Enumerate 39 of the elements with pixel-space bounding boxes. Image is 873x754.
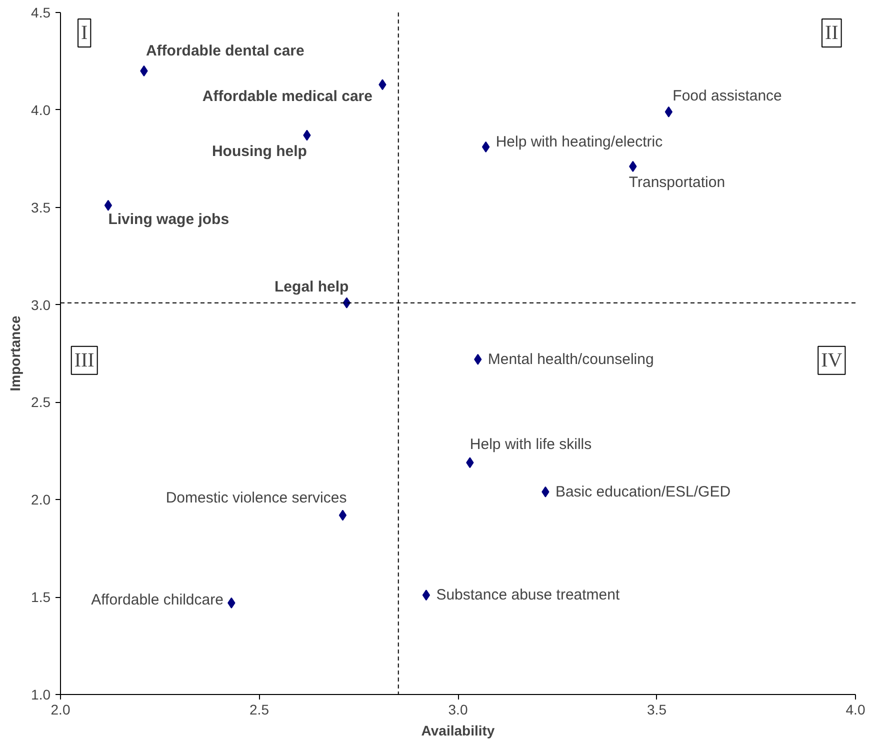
x-tick-label: 3.0 [448,702,468,718]
y-tick-label: 3.0 [31,296,51,313]
annotation: III [74,349,94,372]
point [422,590,430,601]
annotation: Legal help [274,278,349,296]
x-axis-title: Availability [421,722,495,738]
annotation: Living wage jobs [108,210,230,228]
annotation: Affordable dental care [146,42,304,60]
point [104,200,112,211]
x-tick-label: 3.5 [647,702,667,718]
annotation: Help with heating/electric [496,133,664,150]
annotation: Housing help [212,142,307,160]
y-tick-label: 3.5 [31,199,51,216]
annotation: IV [821,349,843,372]
x-tick-label: 4.0 [846,702,866,718]
point [482,141,490,152]
annotation: Mental health/counseling [488,350,654,368]
annotation: Affordable medical care [202,88,372,106]
annotation: Affordable childcare [91,591,224,608]
y-tick-label: 4.5 [31,4,51,20]
x-tick-label: 2.5 [250,702,270,718]
x-tick-label: 2.0 [50,702,70,718]
y-tick-label: 2.0 [31,492,51,508]
annotation: Substance abuse treatment [436,586,620,604]
point [342,297,351,308]
y-tick-label: 2.5 [31,394,51,410]
annotation: I [81,22,88,44]
annotation: II [824,22,838,44]
annotation: Help with life skills [470,436,592,454]
point [338,510,347,521]
y-axis-title: Importance [7,316,24,392]
annotation: Food assistance [672,87,782,104]
point [664,106,673,118]
y-tick-label: 1.0 [31,686,51,702]
annotation: Transportation [628,174,726,191]
annotation: Domestic violence services [166,490,347,507]
y-tick-label: 1.5 [31,589,51,606]
annotation: Basic education/ESL/GED [555,483,731,500]
y-tick-label: 4.0 [31,102,51,118]
